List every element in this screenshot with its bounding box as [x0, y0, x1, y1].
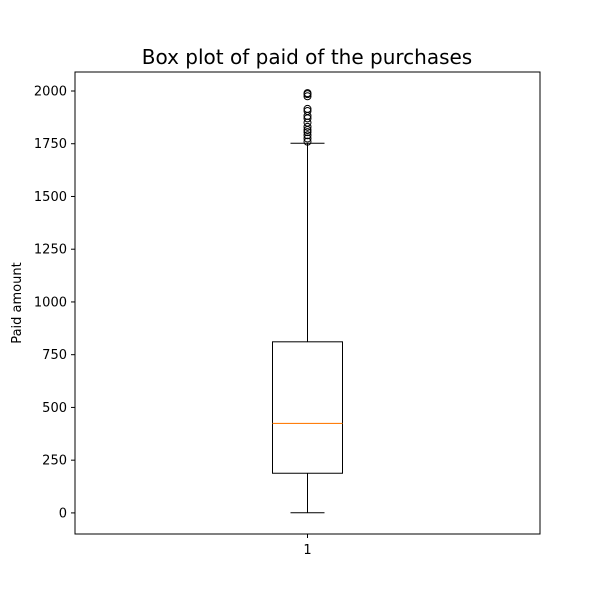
- chart-title: Box plot of paid of the purchases: [142, 45, 472, 69]
- plot-area: 0 250 500 750 1000 1250 1500 1750 2000 1: [34, 71, 541, 558]
- outlier-point: [303, 131, 312, 140]
- outlier-point: [303, 122, 312, 131]
- x-tick-label: 1: [303, 543, 311, 558]
- outlier-point: [303, 89, 312, 98]
- box-iqr: [272, 341, 343, 474]
- y-tick-label: 750: [42, 348, 67, 363]
- y-tick-label: 1000: [34, 295, 67, 310]
- outlier-point: [303, 104, 312, 113]
- outlier-point: [303, 92, 312, 101]
- y-tick-label: 1500: [34, 190, 67, 205]
- y-tick-label: 1750: [34, 137, 67, 152]
- y-tick-label: 1250: [34, 243, 67, 258]
- outlier-point: [303, 134, 312, 143]
- y-tick-label: 250: [42, 454, 67, 469]
- y-tick-label: 500: [42, 401, 67, 416]
- y-tick-label: 2000: [34, 84, 67, 99]
- outlier-point: [303, 107, 312, 116]
- outlier-point: [303, 128, 312, 137]
- outlier-point: [303, 137, 312, 146]
- y-axis-label: Paid amount: [10, 262, 25, 343]
- y-tick-label: 0: [59, 506, 67, 521]
